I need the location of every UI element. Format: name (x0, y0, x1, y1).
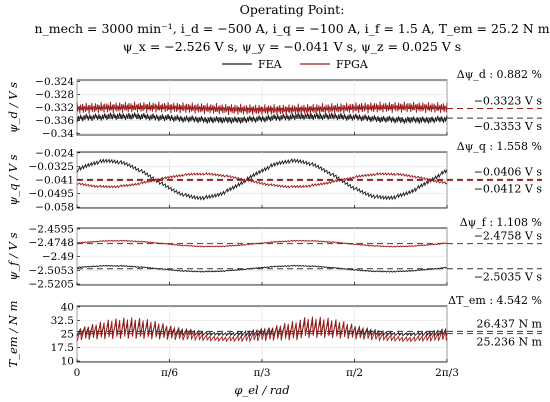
mean-label-fea: −0.3353 V s (474, 120, 543, 133)
panels: −0.324−0.328−0.332−0.336−0.34 ψ_d / V s Δψ… (6, 68, 543, 397)
panel-psi_d: −0.324−0.328−0.332−0.336−0.34 ψ_d / V s Δψ… (6, 68, 542, 140)
header-line-3: ψ_x = −2.526 V s, ψ_y = −0.041 V s, ψ_z … (123, 39, 461, 54)
x-tick-label: π/2 (346, 367, 363, 379)
y-tick-label: −0.024 (35, 147, 74, 159)
series-line-fpga (76, 172, 448, 189)
y-axis-label: T_em / N m (6, 300, 20, 367)
y-tick-label: −0.041 (35, 175, 74, 187)
x-tick-label: π/6 (161, 367, 178, 379)
panel-psi_q: −0.024 −0.0325 −0.041−0.0495 −0.058 ψ_q / V … (6, 140, 542, 214)
x-tick-label: π/3 (253, 367, 270, 379)
legend-label-fpga: FPGA (336, 58, 369, 71)
y-tick-label: 25 (61, 329, 74, 341)
y-tick-label: −2.5205 (28, 279, 74, 291)
x-tick-label: 2π/3 (435, 367, 459, 379)
y-tick-label: −0.324 (35, 76, 74, 88)
series-line-fea (76, 157, 448, 201)
y-tick-label: −0.332 (35, 102, 74, 114)
mean-label-fpga: −0.3323 V s (474, 94, 543, 107)
mean-label-fpga: −0.0412 V s (474, 182, 543, 195)
delta-annotation: ΔT_em : 4.542 % (448, 294, 542, 307)
y-tick-label: −0.34 (42, 128, 74, 140)
y-tick-label: −0.328 (35, 89, 74, 101)
series-line-fea (76, 264, 448, 273)
y-tick-label: −2.5053 (28, 265, 74, 277)
header-line-1: Operating Point: (240, 2, 345, 17)
x-axis-label: φ_el / rad (234, 383, 289, 397)
delta-annotation: Δψ_q : 1.558 % (457, 140, 542, 153)
y-tick-label: −0.058 (35, 202, 74, 214)
mean-label-fpga: 25.236 N m (476, 336, 542, 349)
series-line-fpga (76, 239, 448, 248)
series-line-fpga (76, 101, 448, 116)
delta-annotation: Δψ_d : 0.882 % (457, 68, 542, 81)
y-tick-label: 40 (61, 301, 74, 313)
y-tick-label: 17.5 (51, 342, 74, 354)
y-tick-label: −0.0495 (28, 188, 74, 200)
y-tick-label: −2.49 (42, 251, 74, 263)
x-tick-label: 0 (74, 367, 81, 379)
series-line-fpga (76, 316, 448, 343)
mean-label-fea: −2.5035 V s (474, 271, 543, 284)
panel-psi_f: −2.4595 −2.4748 −2.49 −2.5053 −2.5205 ψ_f / V… (6, 216, 542, 291)
y-tick-label: −2.4595 (28, 223, 74, 235)
y-tick-label: −2.4748 (28, 237, 74, 249)
y-axis-label: ψ_q / V s (6, 154, 20, 205)
legend-label-fea: FEA (258, 58, 283, 71)
y-tick-label: 10 (61, 356, 74, 368)
y-axis-label: ψ_d / V s (6, 82, 20, 133)
y-tick-label: −0.0325 (28, 161, 74, 173)
y-axis-label: ψ_f / V s (6, 232, 20, 280)
mean-label-fea: 26.437 N m (476, 317, 542, 330)
y-tick-label: −0.336 (35, 115, 74, 127)
header-line-2: n_mech = 3000 min⁻¹, i_d = −500 A, i_q =… (34, 21, 549, 36)
legend: FEA FPGA (222, 58, 369, 71)
delta-annotation: Δψ_f : 1.108 % (460, 216, 542, 229)
mean-label-fea: −0.0406 V s (474, 165, 543, 178)
mean-label-fpga: −2.4758 V s (474, 230, 543, 243)
series-line-fea (76, 112, 448, 124)
y-tick-label: 32.5 (51, 315, 74, 327)
